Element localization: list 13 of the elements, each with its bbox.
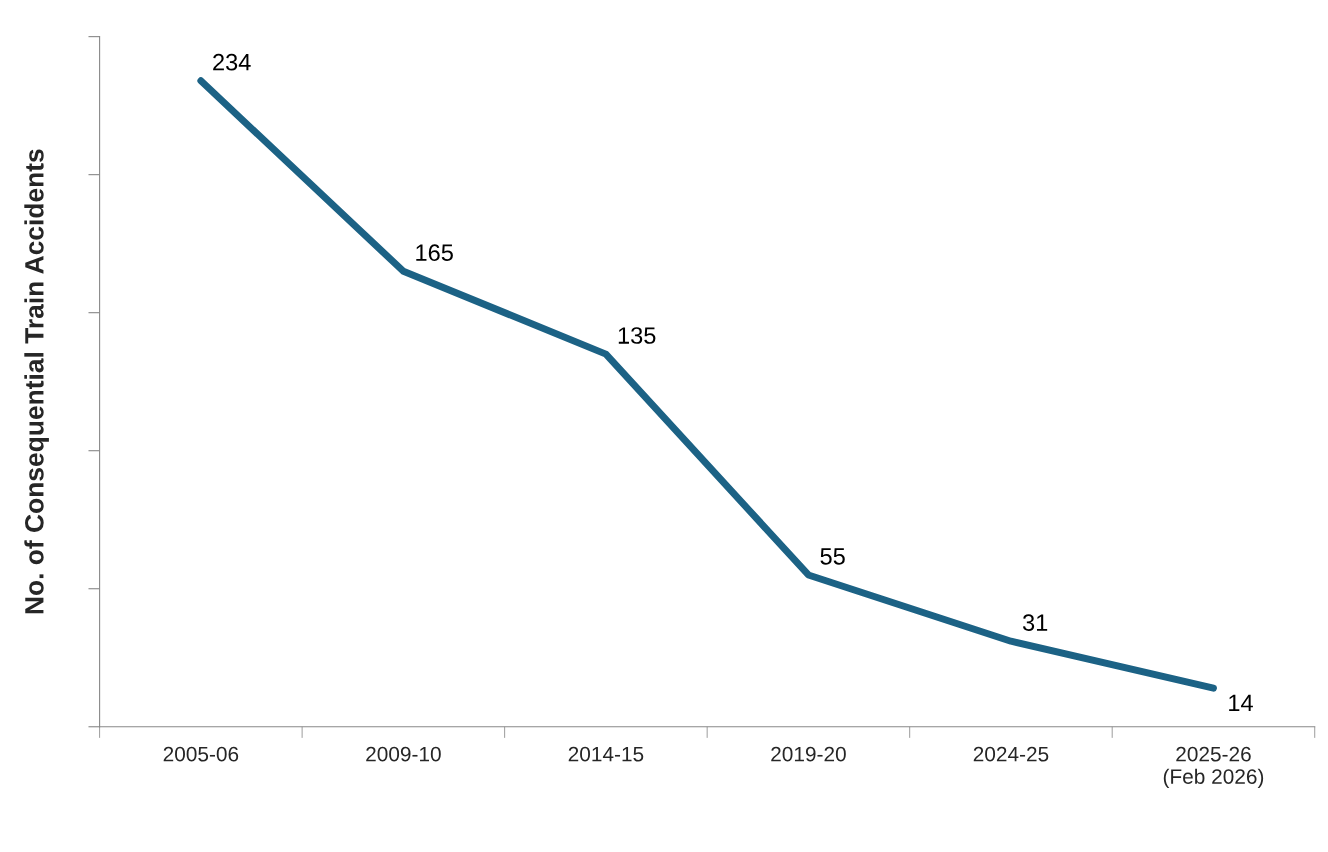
data-label: 165	[416, 244, 453, 262]
x-tick-label: 2024-25	[973, 746, 1049, 762]
x-tick-label: 2025-26 (Feb 2026)	[1163, 746, 1264, 789]
data-label: 31	[1022, 614, 1048, 631]
data-label: 135	[618, 327, 656, 344]
x-tick-label: 2009-10	[366, 746, 441, 762]
data-label: 55	[820, 548, 845, 565]
x-tick-label: 2014-15	[568, 746, 644, 762]
data-label: 234	[213, 53, 251, 71]
x-tick-label: 2005-06	[163, 746, 239, 762]
y-axis-title: No. of Consequential Train Accidents	[24, 149, 49, 614]
x-tick-label: 2019-20	[771, 746, 846, 762]
data-label: 14	[1229, 694, 1253, 711]
